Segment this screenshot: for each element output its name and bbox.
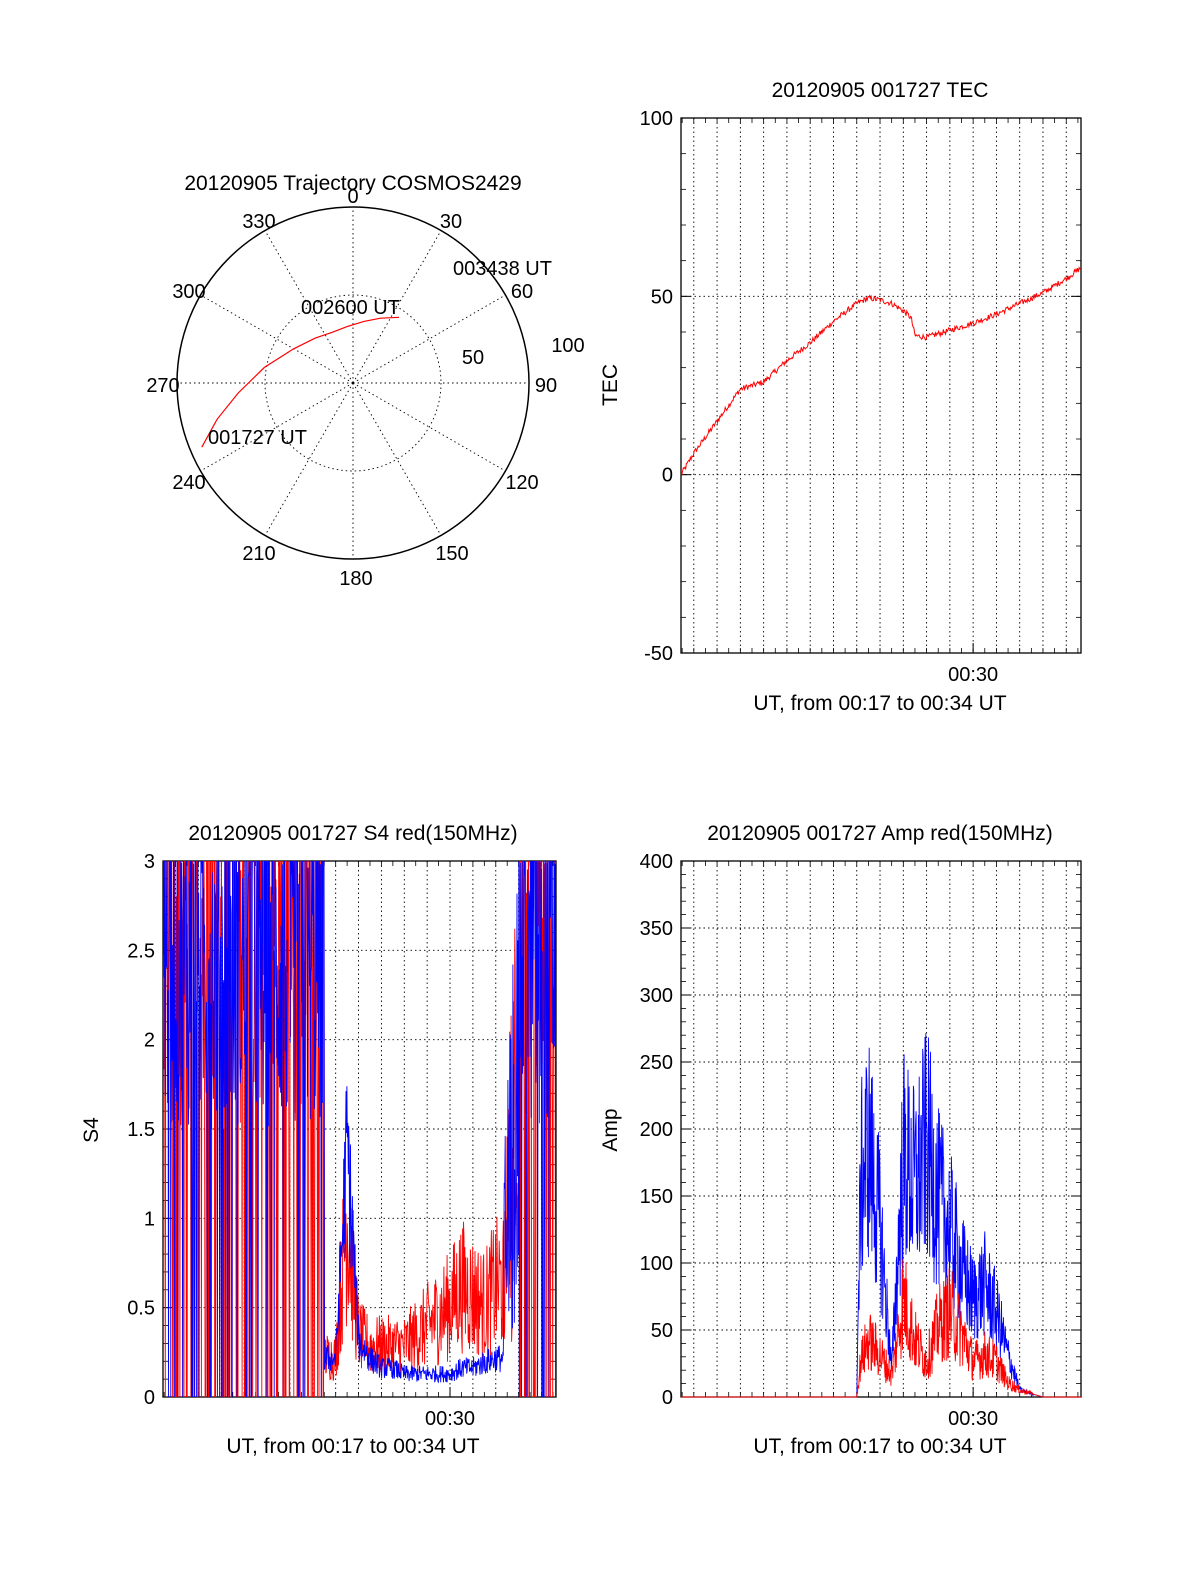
s4-red-series bbox=[163, 861, 556, 1397]
ytick-label: 100 bbox=[640, 1253, 673, 1275]
amp-red-series bbox=[681, 1259, 1081, 1398]
azimuth-label-330: 330 bbox=[242, 211, 275, 233]
azimuth-label-90: 90 bbox=[535, 375, 557, 397]
tec-xlabel: UT, from 00:17 to 00:34 UT bbox=[753, 692, 1006, 715]
azimuth-label-30: 30 bbox=[440, 211, 462, 233]
amp-blue-series bbox=[681, 1033, 1081, 1398]
ytick-label: 50 bbox=[651, 1320, 673, 1342]
polar-spoke bbox=[264, 382, 354, 536]
azimuth-label-240: 240 bbox=[172, 472, 205, 494]
s4-xlabel: UT, from 00:17 to 00:34 UT bbox=[226, 1435, 479, 1458]
tec-ylabel: TEC bbox=[599, 364, 622, 406]
ytick-label: 0 bbox=[662, 1387, 673, 1409]
trajectory-title: 20120905 Trajectory COSMOS2429 bbox=[184, 172, 521, 195]
trajectory-series bbox=[201, 316, 400, 448]
xtick-label: 00:30 bbox=[948, 664, 998, 686]
azimuth-label-180: 180 bbox=[339, 568, 372, 590]
amp-title: 20120905 001727 Amp red(150MHz) bbox=[707, 822, 1053, 845]
trajectory-annotations: 001727 UT 002600 UT 003438 UT bbox=[208, 258, 552, 449]
tec-series-line bbox=[680, 266, 1081, 476]
ytick-label: 100 bbox=[640, 108, 673, 130]
azimuth-label-0: 0 bbox=[347, 186, 358, 208]
s4-panel: 20120905 001727 S4 red(150MHz) UT, from … bbox=[80, 822, 557, 1458]
azimuth-label-300: 300 bbox=[172, 281, 205, 303]
xtick-label: 00:30 bbox=[425, 1408, 475, 1430]
ytick-label: 0.5 bbox=[127, 1298, 155, 1320]
trajectory-polar-plot: 20120905 Trajectory COSMOS2429 0 30 60 90 12… bbox=[146, 172, 584, 590]
ytick-label: 400 bbox=[640, 851, 673, 873]
ring-label-100: 100 bbox=[551, 335, 584, 357]
polar-spoke bbox=[352, 382, 442, 536]
ytick-label: 2 bbox=[144, 1030, 155, 1052]
trajectory-line bbox=[201, 316, 400, 448]
ytick-label: 2.5 bbox=[127, 940, 155, 962]
tec-title: 20120905 001727 TEC bbox=[772, 79, 989, 102]
s4-ylabel: S4 bbox=[80, 1117, 103, 1143]
amp-panel: 20120905 001727 Amp red(150MHz) UT, from… bbox=[599, 822, 1082, 1458]
azimuth-label-210: 210 bbox=[242, 543, 275, 565]
s4-series bbox=[163, 861, 556, 1397]
azimuth-label-60: 60 bbox=[511, 281, 533, 303]
ring-label-50: 50 bbox=[462, 347, 484, 369]
amp-grid bbox=[681, 860, 1081, 1398]
trajectory-annotation: 002600 UT bbox=[301, 297, 400, 319]
ytick-label: 350 bbox=[640, 918, 673, 940]
ytick-label: 150 bbox=[640, 1186, 673, 1208]
ytick-label: 50 bbox=[651, 286, 673, 308]
ytick-label: 200 bbox=[640, 1119, 673, 1141]
trajectory-annotation: 001727 UT bbox=[208, 427, 307, 449]
amp-frame bbox=[680, 860, 1082, 1398]
trajectory-annotation: 003438 UT bbox=[453, 258, 552, 280]
ytick-label: 300 bbox=[640, 985, 673, 1007]
tec-grid bbox=[681, 117, 1081, 654]
ytick-label: 1.5 bbox=[127, 1119, 155, 1141]
ytick-label: -50 bbox=[644, 643, 673, 665]
ytick-label: 3 bbox=[144, 851, 155, 873]
azimuth-label-270: 270 bbox=[146, 375, 179, 397]
polar-grid bbox=[176, 206, 530, 560]
amp-ylabel: Amp bbox=[599, 1108, 622, 1151]
polar-azimuth-labels: 0 30 60 90 120 150 180 210 240 270 300 330 bbox=[146, 186, 557, 590]
polar-ring-50 bbox=[264, 294, 442, 472]
ytick-label: 250 bbox=[640, 1052, 673, 1074]
tec-panel: 20120905 001727 TEC UT, from 00:17 to 00… bbox=[599, 79, 1082, 715]
tec-frame bbox=[680, 117, 1082, 654]
polar-ring-labels: 50 100 bbox=[462, 335, 585, 369]
s4-blue-series bbox=[163, 861, 556, 1397]
azimuth-label-150: 150 bbox=[435, 543, 468, 565]
ytick-label: 0 bbox=[144, 1387, 155, 1409]
ytick-label: 1 bbox=[144, 1208, 155, 1230]
amp-xlabel: UT, from 00:17 to 00:34 UT bbox=[753, 1435, 1006, 1458]
xtick-label: 00:30 bbox=[948, 1408, 998, 1430]
s4-title: 20120905 001727 S4 red(150MHz) bbox=[188, 822, 517, 845]
azimuth-label-120: 120 bbox=[505, 472, 538, 494]
ytick-label: 0 bbox=[662, 465, 673, 487]
